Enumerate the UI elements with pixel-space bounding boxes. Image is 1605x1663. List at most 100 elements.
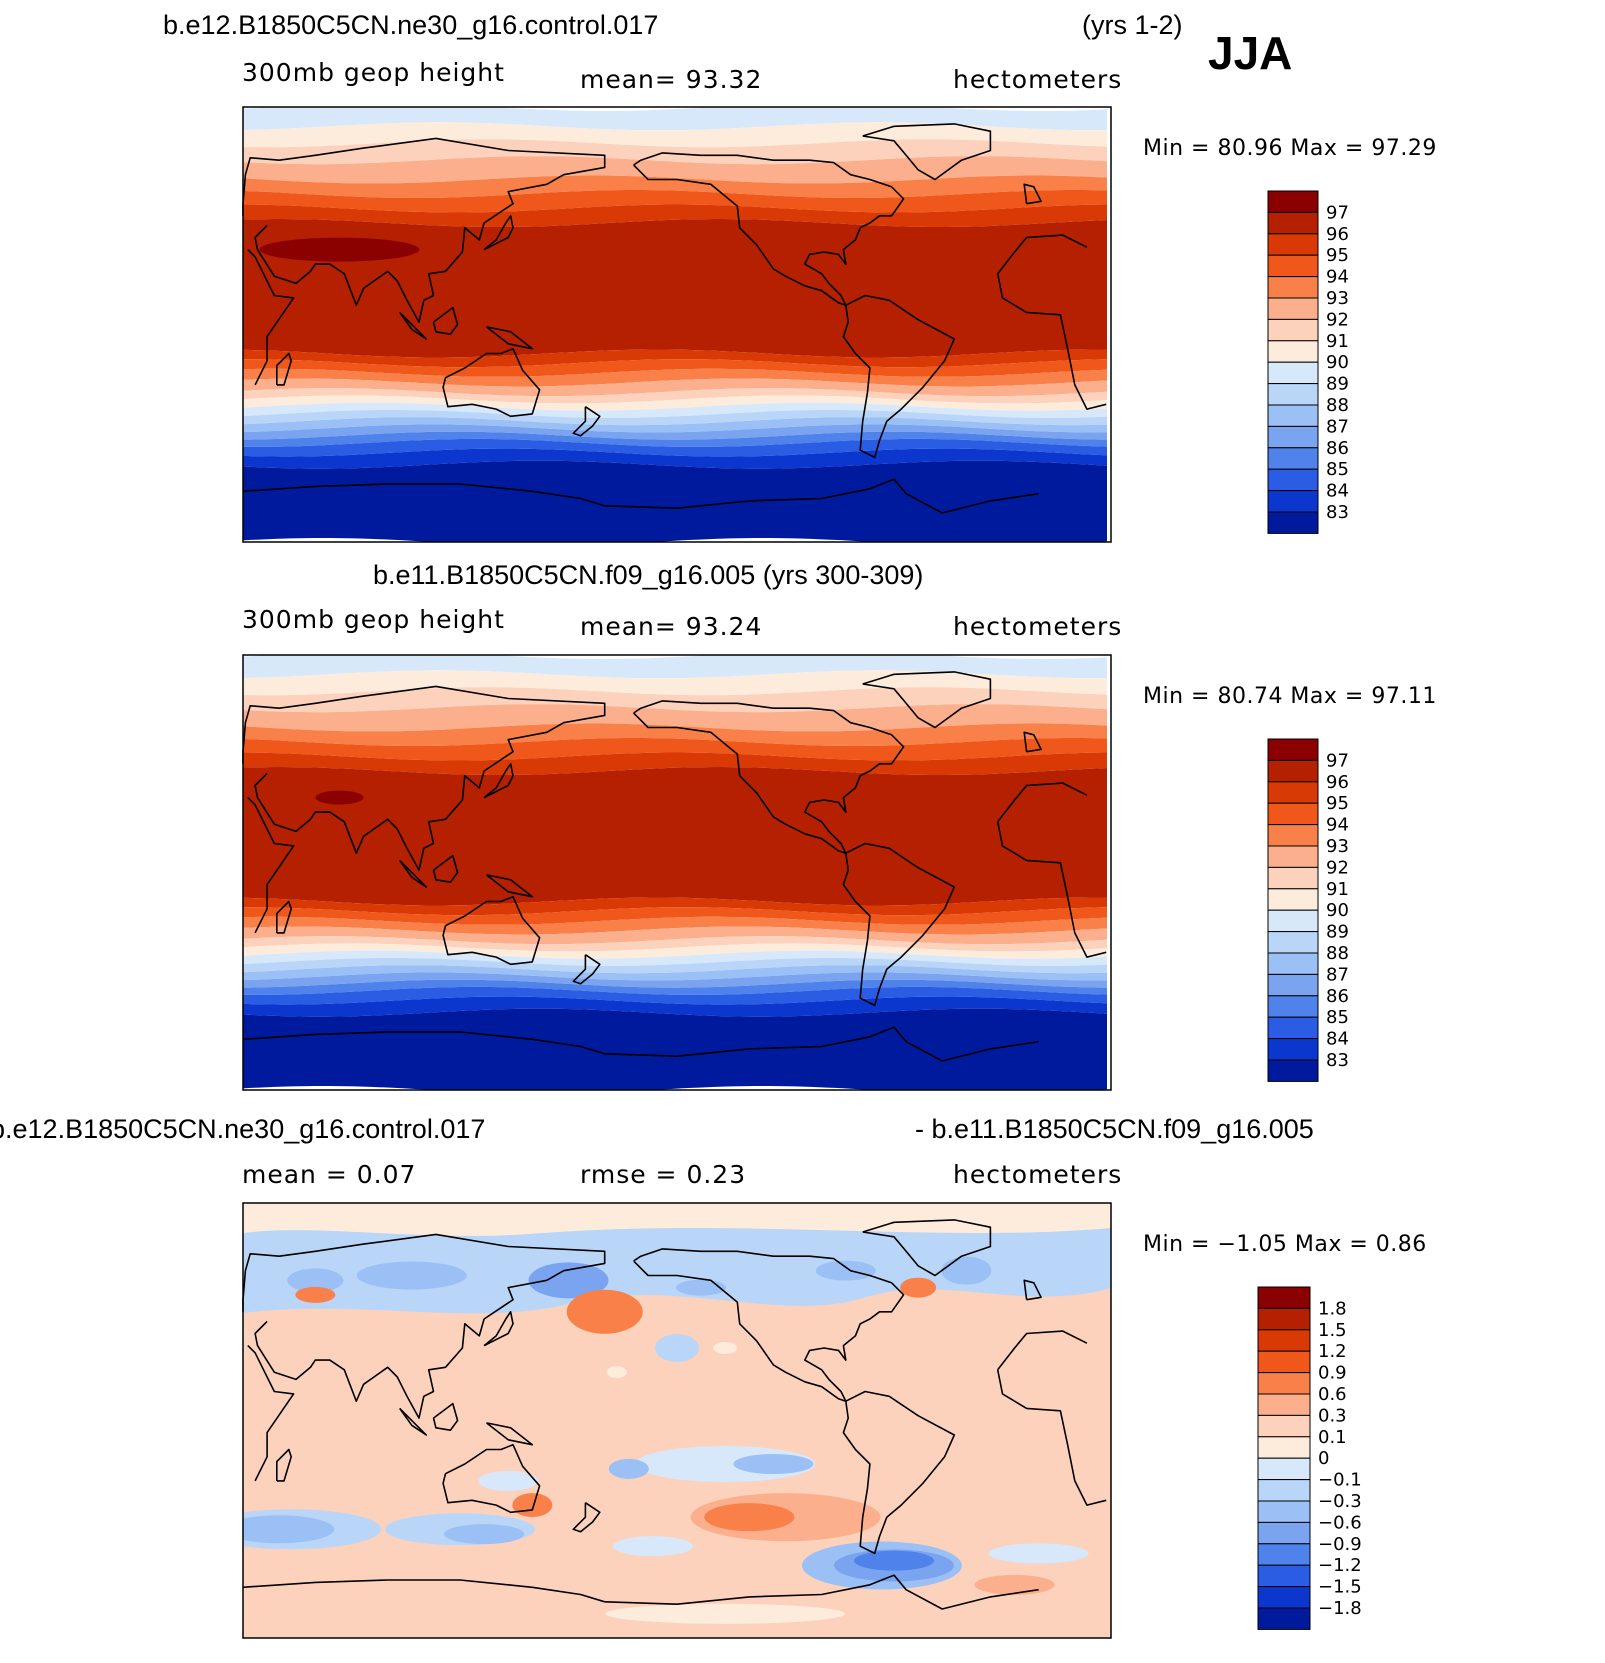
contour-band bbox=[243, 936, 1107, 952]
colorbar-label: 97 bbox=[1326, 750, 1349, 771]
contour-band bbox=[243, 979, 1107, 995]
colorbar-label: 96 bbox=[1326, 772, 1349, 793]
colorbar-label: 90 bbox=[1326, 900, 1349, 921]
contour-band bbox=[243, 704, 1107, 732]
colorbar-segment bbox=[1257, 1414, 1311, 1438]
colorbar-label: −0.6 bbox=[1318, 1512, 1362, 1533]
colorbar-segment bbox=[1257, 1479, 1311, 1502]
coastline bbox=[996, 1369, 1107, 1506]
contour-band bbox=[243, 204, 1107, 227]
colorbar-segment bbox=[1257, 1500, 1311, 1523]
panel2-mean: mean= 93.24 bbox=[580, 612, 763, 641]
coastline bbox=[242, 685, 606, 871]
contour-anomaly bbox=[295, 1286, 336, 1303]
contour-anomaly bbox=[612, 1536, 693, 1557]
contour-anomaly bbox=[733, 1265, 814, 1286]
coastline bbox=[486, 874, 534, 898]
colorbar-label: 87 bbox=[1326, 964, 1349, 985]
coastline bbox=[276, 900, 292, 934]
diff-title-left: b.e12.B1850C5CN.ne30_g16.control.017 bbox=[0, 1114, 486, 1144]
contour-band bbox=[243, 395, 1107, 411]
colorbar-segment bbox=[1267, 361, 1319, 385]
colorbar-segment bbox=[1267, 490, 1319, 513]
colorbar-label: 1.5 bbox=[1318, 1320, 1347, 1341]
contour-band bbox=[243, 122, 1107, 148]
diff-title-right: - b.e11.B1850C5CN.f09_g16.005 bbox=[915, 1114, 1314, 1144]
contour-band bbox=[243, 897, 1107, 916]
colorbar-label: 87 bbox=[1326, 416, 1349, 437]
colorbar-label: −0.1 bbox=[1318, 1470, 1362, 1491]
panel3-units: hectometers bbox=[953, 1160, 1123, 1189]
contour-anomaly bbox=[704, 1503, 795, 1532]
colorbar-label: 83 bbox=[1326, 1050, 1349, 1071]
contour-band bbox=[243, 670, 1107, 696]
colorbar-segment bbox=[1267, 888, 1319, 911]
colorbar-segment bbox=[1267, 973, 1319, 997]
coastline bbox=[604, 478, 1039, 514]
contour-band bbox=[243, 402, 1107, 418]
coastline bbox=[1023, 731, 1042, 753]
colorbar-label: 84 bbox=[1326, 481, 1349, 502]
coastline bbox=[247, 1345, 295, 1482]
contour-band bbox=[243, 139, 1107, 165]
contour-anomaly bbox=[900, 1277, 937, 1298]
coastline bbox=[276, 352, 292, 386]
contour-band bbox=[243, 1203, 1111, 1236]
colorbar-segment bbox=[1257, 1586, 1311, 1609]
panel3-mean: mean = 0.07 bbox=[242, 1160, 417, 1189]
panel3-rmse: rmse = 0.23 bbox=[580, 1160, 747, 1189]
colorbar-label: 85 bbox=[1326, 459, 1349, 480]
colorbar-segment bbox=[1257, 1436, 1311, 1459]
colorbar-segment bbox=[1267, 211, 1319, 235]
contour-band bbox=[243, 349, 1107, 368]
contour-band bbox=[243, 219, 1107, 358]
colorbar-label: 86 bbox=[1326, 986, 1349, 1007]
contour-band bbox=[243, 687, 1107, 713]
colorbar-label: 0 bbox=[1318, 1448, 1329, 1469]
colorbar-segment bbox=[1267, 318, 1319, 342]
colorbar-segment bbox=[1267, 931, 1319, 954]
coastline bbox=[247, 249, 295, 386]
coastline bbox=[483, 1311, 514, 1347]
contour-anomaly bbox=[287, 1268, 344, 1293]
coastline bbox=[572, 1502, 601, 1533]
coastline bbox=[842, 1390, 956, 1555]
panel3-minmax: Min = −1.05 Max = 0.86 bbox=[1143, 1232, 1427, 1257]
colorbar-label: 97 bbox=[1326, 202, 1349, 223]
contour-band bbox=[243, 723, 1107, 746]
contour-band bbox=[243, 424, 1107, 440]
panel2-minmax: Min = 80.74 Max = 97.11 bbox=[1143, 684, 1437, 709]
coastlines bbox=[242, 123, 1107, 514]
colorbar-label: 85 bbox=[1326, 1007, 1349, 1028]
colorbar-segment bbox=[1267, 383, 1319, 406]
contour-band bbox=[243, 359, 1107, 377]
colorbar-segment bbox=[1267, 781, 1319, 804]
coastline bbox=[842, 842, 956, 1007]
contour-band bbox=[243, 996, 1107, 1017]
colorbar-label: 88 bbox=[1326, 395, 1349, 416]
colorbar-segment bbox=[1267, 802, 1319, 826]
colorbar-segment bbox=[1267, 759, 1319, 783]
coastline bbox=[633, 700, 905, 854]
contour-band bbox=[243, 926, 1107, 945]
colorbar-label: 93 bbox=[1326, 836, 1349, 857]
contour-band bbox=[243, 417, 1107, 433]
contour-band bbox=[243, 190, 1107, 213]
coastline bbox=[842, 294, 956, 459]
coastline bbox=[996, 821, 1107, 958]
colorbar-segment bbox=[1257, 1372, 1311, 1395]
coastline bbox=[997, 234, 1088, 275]
colorbar-segment bbox=[1257, 1564, 1311, 1588]
coastline bbox=[1023, 1279, 1042, 1301]
colorbar-label: 95 bbox=[1326, 245, 1349, 266]
contour-band bbox=[243, 438, 1107, 457]
contour-anomaly bbox=[605, 1603, 846, 1624]
colorbar-label: 91 bbox=[1326, 331, 1349, 352]
contour-anomaly bbox=[655, 1334, 699, 1362]
colorbar-label: 86 bbox=[1326, 438, 1349, 459]
contour-anomaly bbox=[988, 1543, 1089, 1564]
season-label: JJA bbox=[1208, 27, 1293, 79]
case1-title: b.e12.B1850C5CN.ne30_g16.control.017 bbox=[163, 10, 659, 40]
contour-band bbox=[243, 916, 1107, 935]
contour-anomaly bbox=[608, 1458, 649, 1479]
